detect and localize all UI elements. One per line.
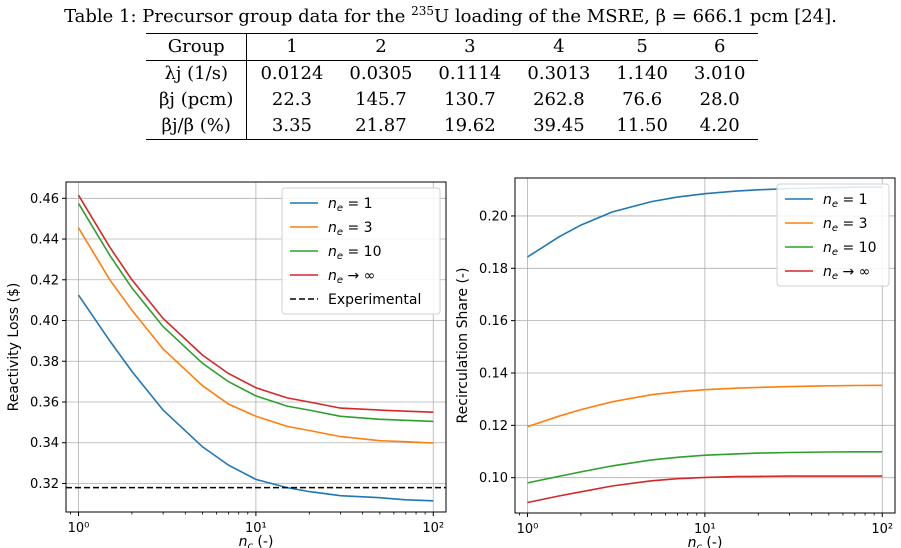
table-row: λj (1/s) 0.0124 0.0305 0.1114 0.3013 1.1… (146, 60, 758, 87)
chart2-ytick-label: 0.16 (479, 314, 508, 329)
table-cell: 3.35 (246, 113, 337, 140)
chart1-ytick-label: 0.46 (30, 192, 59, 207)
table-cell: 0.3013 (527, 63, 591, 84)
chart1-legend-label-4: Experimental (328, 292, 421, 308)
chart1-series-line-0 (77, 294, 434, 502)
chart1-ylabel: Reactivity Loss ($) (6, 283, 22, 412)
table-cell: 262.8 (533, 89, 585, 110)
caption-prefix: Table 1: Precursor group data for the (64, 6, 412, 27)
table-cell: 22.3 (271, 89, 312, 110)
chart1-ytick-label: 0.42 (30, 273, 59, 288)
chart1-ytick-label: 0.32 (30, 477, 59, 492)
chart2-ytick-label: 0.18 (479, 262, 508, 277)
chart1-ytick-label: 0.38 (30, 355, 59, 370)
table-cell: 19.62 (425, 113, 515, 140)
chart1-legend-label-2: ne = 10 (328, 244, 381, 262)
chart1-ytick-label: 0.40 (30, 314, 59, 329)
chart2-series-line-3 (527, 475, 883, 504)
table-cell: 0.1114 (438, 63, 502, 84)
chart1-xtick-label: 10⁰ (68, 521, 90, 536)
table-header-cell: 2 (336, 33, 426, 61)
chart2-xtick-label: 10¹ (694, 522, 716, 537)
table-header-cell: 4 (514, 33, 604, 61)
table-header-cell: 1 (246, 33, 337, 61)
table-row-header: βj/β (%) (146, 113, 248, 140)
chart1-legend-label-1: ne = 3 (328, 220, 373, 238)
table-header-cell: 3 (425, 33, 515, 61)
chart2-xtick-label: 10⁰ (517, 522, 539, 537)
chart2-xlabel: nc (-) (688, 535, 723, 548)
table-cell: 0.0305 (349, 63, 413, 84)
chart1-legend-label-3: ne → ∞ (328, 268, 375, 286)
table-row: βj/β (%) 3.35 21.87 19.62 39.45 11.50 4.… (146, 113, 759, 140)
table-cell: 39.45 (514, 113, 604, 140)
chart2-xtick-label: 10² (871, 522, 893, 537)
chart2-ytick-label: 0.14 (479, 366, 508, 381)
table-cell: 21.87 (336, 113, 426, 140)
chart1-xlabel: nc (-) (239, 534, 274, 548)
table-row: βj (pcm) 22.3 145.7 130.7 262.8 76.6 28.… (146, 87, 758, 113)
table-header-cell: Group (146, 33, 248, 61)
chart1-ytick-label: 0.36 (30, 396, 59, 411)
table-cell: 130.7 (444, 89, 496, 110)
chart2-legend-label-1: ne = 3 (823, 216, 868, 234)
caption-isotope-mass: 235 (411, 4, 435, 18)
table-cell: 3.010 (693, 63, 746, 84)
caption-suffix: U loading of the MSRE, β = 666.1 pcm [24… (434, 6, 837, 27)
chart2-ytick-label: 0.20 (479, 209, 508, 224)
table-cell: 0.0124 (260, 63, 324, 84)
chart2-legend (776, 183, 890, 287)
chart1-legend-label-0: ne = 1 (328, 196, 373, 214)
table-row-header: βj (pcm) (146, 87, 248, 113)
chart1-series-line-3 (77, 194, 434, 413)
chart2-ylabel: Recirculation Share (-) (455, 268, 471, 424)
table-cell: 4.20 (680, 113, 759, 140)
chart1-ytick-label: 0.34 (30, 436, 59, 451)
chart1-xtick-label: 10² (422, 521, 444, 536)
chart1-ytick-label: 0.44 (30, 233, 59, 248)
chart1-series-line-2 (77, 202, 434, 423)
chart2-legend-label-0: ne = 1 (823, 192, 868, 210)
table-caption: Table 1: Precursor group data for the 23… (0, 4, 901, 27)
table-header-cell: 5 (603, 33, 681, 61)
chart2-series-line-2 (527, 450, 883, 484)
precursor-table: Group 1 2 3 4 5 6 λj (1/s) 0.0124 0.0305… (146, 33, 759, 140)
table-row-header: λj (1/s) (146, 60, 248, 87)
table-header-cell: 6 (680, 33, 759, 61)
table-cell: 11.50 (603, 113, 681, 140)
table-cell: 28.0 (699, 89, 740, 110)
table-cell: 76.6 (622, 89, 663, 110)
chart2-ytick-label: 0.10 (479, 471, 508, 486)
table-header-row: Group 1 2 3 4 5 6 (146, 33, 759, 61)
chart2-legend-label-2: ne = 10 (823, 240, 876, 258)
chart2-series-line-1 (527, 384, 883, 428)
chart2-ytick-label: 0.12 (479, 419, 508, 434)
chart2-legend-label-3: ne → ∞ (823, 264, 870, 282)
chart1-xtick-label: 10¹ (245, 521, 267, 536)
chart1-legend (281, 187, 441, 315)
chart1-series-line-1 (77, 227, 434, 444)
figure-charts: 0.32 0.34 0.36 0.38 0.40 0.42 0.44 0.46 10⁰ 10¹ 10… (6, 177, 896, 548)
table-cell: 1.140 (616, 63, 668, 84)
table-cell: 145.7 (355, 89, 407, 110)
